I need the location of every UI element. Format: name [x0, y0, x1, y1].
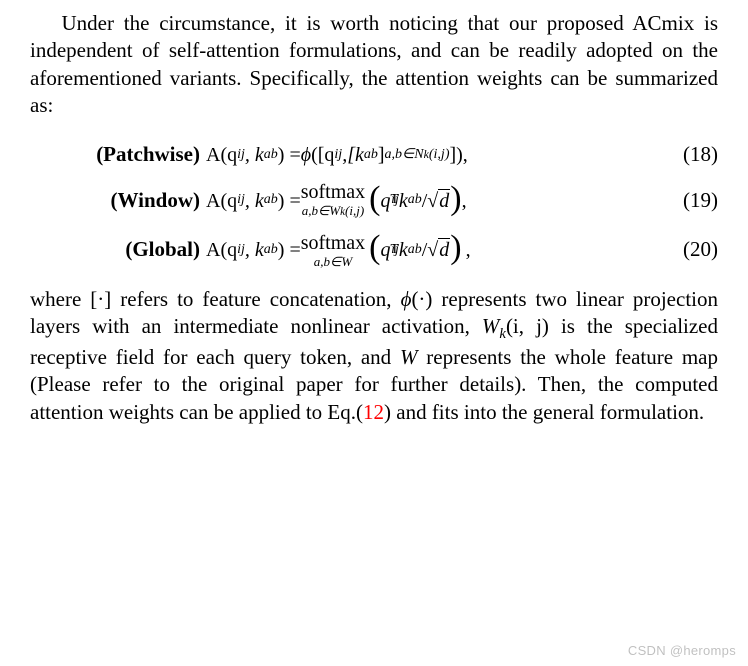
- eq-k: k: [399, 188, 408, 214]
- eq-sqrt: √d: [427, 188, 450, 214]
- equation-ref-12: 12: [363, 400, 384, 424]
- eq-comma: ,: [462, 188, 467, 214]
- eq-softmax-under: softmax a,b∈W: [301, 233, 365, 268]
- eq-text: , k: [245, 237, 264, 263]
- para-text: ) and fits into the general formulation.: [384, 400, 704, 424]
- eq-sub: ab: [264, 146, 278, 164]
- eq-body-global: A(qij, kab) = softmax a,b∈W ( qTijkab/√d…: [206, 233, 673, 268]
- eq-sub-ab: ab: [408, 241, 422, 259]
- eq-sub: ab: [364, 146, 378, 164]
- eq-number-20: (20): [673, 236, 718, 263]
- eq-text: A(q: [206, 237, 237, 263]
- eq-label-patchwise: (Patchwise): [30, 141, 206, 168]
- eq-sub-text: a,b∈: [314, 254, 342, 269]
- eq-label-global: (Global): [30, 236, 206, 263]
- para-script-W: W: [482, 314, 500, 338]
- eq-k: k: [399, 237, 408, 263]
- eq-comma: ,: [466, 237, 471, 263]
- eq-text: ]: [378, 142, 385, 168]
- eq-softmax: softmax: [301, 233, 365, 253]
- eq-text: , k: [245, 142, 264, 168]
- eq-text: , k: [245, 188, 264, 214]
- eq-phi: ϕ: [301, 142, 311, 168]
- eq-body-patchwise: A(qij, kab) = ϕ([qij,[kab]a,b∈Nk(i,j)]),: [206, 142, 673, 168]
- eq-label-window: (Window): [30, 187, 206, 214]
- eq-sub-ij: ij: [391, 241, 399, 259]
- para-arg: (i, j): [506, 314, 549, 338]
- eq-text: A(q: [206, 142, 237, 168]
- eq-sub: ij: [237, 241, 245, 259]
- equation-window: (Window) A(qij, kab) = softmax a,b∈Wk(i,…: [30, 182, 718, 218]
- eq-text: ) =: [278, 188, 301, 214]
- eq-text: ) =: [278, 237, 301, 263]
- eq-sub: ij: [334, 146, 342, 164]
- eq-sub-arg: (i,j): [429, 147, 450, 162]
- eq-sub: ab: [264, 241, 278, 259]
- eq-softmax: softmax: [301, 182, 365, 202]
- para-phi: ϕ: [401, 287, 412, 311]
- eq-q: q: [381, 237, 391, 263]
- eq-sub-arg: (i,j): [345, 203, 364, 218]
- eq-softmax-domain: a,b∈W: [314, 255, 352, 268]
- eq-sub-text: a,b∈: [385, 147, 415, 162]
- eq-number-19: (19): [673, 187, 718, 214]
- eq-number-18: (18): [673, 141, 718, 168]
- para-script-W: W: [400, 345, 418, 369]
- equation-patchwise: (Patchwise) A(qij, kab) = ϕ([qij,[kab]a,…: [30, 141, 718, 168]
- paragraph-intro: Under the circumstance, it is worth noti…: [30, 10, 718, 119]
- eq-sub: ij: [237, 146, 245, 164]
- eq-text: ,[k: [342, 142, 364, 168]
- eq-d: d: [438, 189, 450, 212]
- eq-q: q: [381, 188, 391, 214]
- eq-text: ]),: [449, 142, 467, 168]
- eq-sub-ij: ij: [391, 191, 399, 209]
- eq-text: ([q: [311, 142, 334, 168]
- eq-text: ) =: [278, 142, 301, 168]
- eq-script-W: W: [329, 203, 340, 218]
- eq-script-N: N: [414, 147, 423, 162]
- eq-text: A(q: [206, 188, 237, 214]
- paper-excerpt: Under the circumstance, it is worth noti…: [0, 0, 748, 426]
- eq-sqrt: √d: [427, 237, 450, 263]
- eq-d: d: [438, 238, 450, 261]
- eq-body-window: A(qij, kab) = softmax a,b∈Wk(i,j) ( qTij…: [206, 182, 673, 218]
- eq-softmax-domain: a,b∈Wk(i,j): [302, 204, 364, 218]
- watermark-text: CSDN @heromps: [628, 643, 736, 658]
- eq-softmax-under: softmax a,b∈Wk(i,j): [301, 182, 365, 218]
- paragraph-explain: where [·] refers to feature concatenatio…: [30, 286, 718, 426]
- para-text: where [·] refers to feature concatenatio…: [30, 287, 401, 311]
- eq-sub-ab: ab: [408, 191, 422, 209]
- eq-sub-text: a,b∈: [302, 203, 330, 218]
- eq-script-W: W: [341, 254, 352, 269]
- eq-subscript-set: a,b∈Nk(i,j): [385, 146, 450, 164]
- equation-block: (Patchwise) A(qij, kab) = ϕ([qij,[kab]a,…: [30, 141, 718, 267]
- eq-sub: ij: [237, 191, 245, 209]
- equation-global: (Global) A(qij, kab) = softmax a,b∈W ( q…: [30, 233, 718, 268]
- eq-sub: ab: [264, 191, 278, 209]
